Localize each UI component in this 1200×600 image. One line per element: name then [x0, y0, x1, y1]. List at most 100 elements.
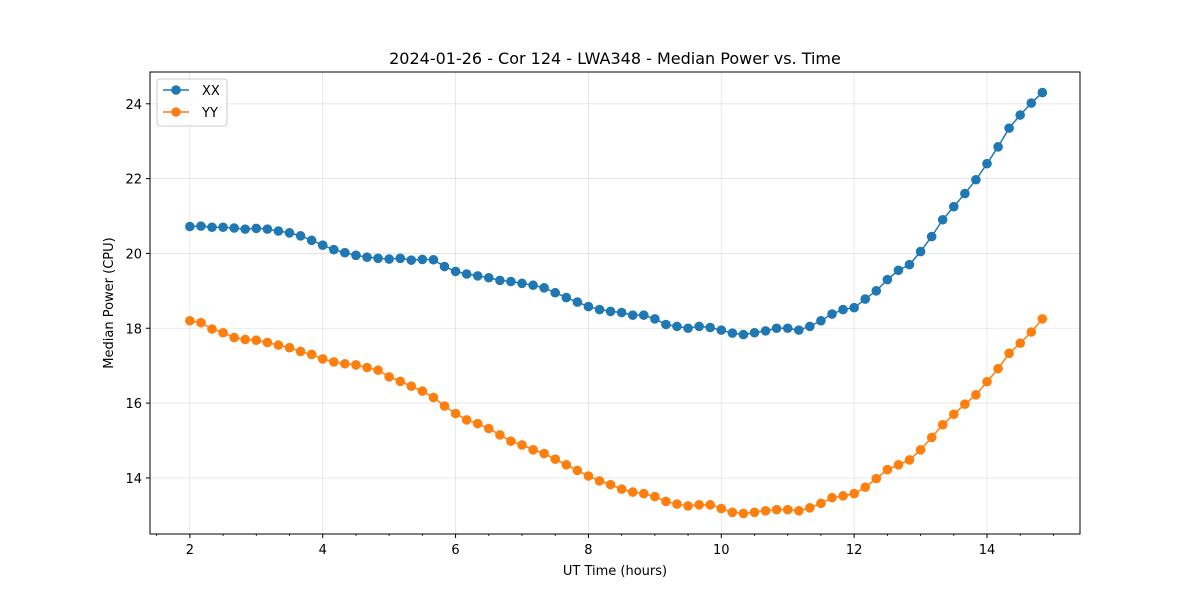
data-point-xx: [450, 266, 461, 277]
data-point-yy: [439, 401, 450, 411]
data-point-xx: [550, 287, 561, 298]
data-point-yy: [882, 464, 893, 475]
data-point-yy: [306, 349, 317, 360]
legend-label-xx: XX: [202, 84, 220, 99]
data-point-yy: [893, 459, 904, 470]
data-point-yy: [627, 487, 638, 497]
series-xx: [185, 87, 1048, 340]
data-point-yy: [738, 508, 749, 519]
data-point-yy: [838, 491, 848, 501]
data-point-xx: [915, 246, 926, 257]
data-point-yy: [340, 358, 350, 369]
data-point-yy: [517, 440, 527, 450]
data-point-xx: [1015, 110, 1026, 120]
series-yy: [185, 314, 1048, 519]
data-point-yy: [528, 445, 538, 455]
data-point-xx: [904, 259, 915, 270]
data-point-xx: [672, 321, 682, 332]
data-point-yy: [373, 365, 383, 375]
data-point-xx: [528, 280, 538, 291]
data-point-yy: [450, 408, 461, 419]
data-point-yy: [594, 476, 605, 486]
x-tick-label: 4: [319, 543, 327, 558]
data-point-yy: [616, 484, 627, 494]
data-point-yy: [915, 445, 926, 455]
data-point-xx: [406, 255, 417, 265]
data-point-xx: [428, 254, 439, 265]
data-point-xx: [727, 328, 738, 338]
data-point-xx: [207, 222, 217, 233]
data-point-xx: [605, 306, 616, 317]
data-point-xx: [893, 265, 904, 276]
data-point-yy: [561, 459, 572, 470]
data-point-xx: [982, 158, 992, 169]
data-point-yy: [362, 362, 372, 373]
data-point-xx: [351, 250, 361, 261]
data-point-xx: [483, 272, 494, 283]
plot-area-frame: [149, 71, 1081, 535]
y-tick-label: 16: [125, 397, 142, 412]
data-point-yy: [605, 479, 616, 490]
data-point-yy: [993, 363, 1003, 374]
data-point-xx: [583, 301, 594, 312]
data-point-xx: [229, 223, 239, 233]
data-point-xx: [926, 231, 937, 242]
data-point-xx: [849, 302, 859, 313]
x-tick-label: 6: [451, 543, 459, 558]
data-point-xx: [882, 274, 893, 285]
data-point-xx: [362, 252, 372, 262]
data-point-yy: [395, 376, 406, 387]
data-point-yy: [650, 491, 660, 502]
data-point-yy: [904, 455, 915, 465]
data-point-xx: [594, 304, 605, 315]
data-point-xx: [461, 269, 472, 279]
data-point-xx: [196, 221, 206, 231]
data-point-xx: [284, 228, 295, 238]
data-point-xx: [306, 235, 317, 246]
data-point-xx: [218, 222, 228, 233]
data-point-yy: [683, 501, 693, 511]
data-point-xx: [627, 310, 638, 320]
data-point-yy: [871, 473, 882, 484]
data-point-yy: [185, 315, 195, 326]
data-point-xx: [993, 142, 1003, 152]
data-point-xx: [661, 319, 671, 330]
data-point-yy: [771, 504, 782, 515]
legend-label-yy: YY: [201, 106, 218, 121]
data-point-xx: [1026, 98, 1037, 108]
data-point-xx: [694, 321, 704, 332]
data-point-xx: [506, 276, 516, 287]
data-point-xx: [262, 224, 273, 234]
data-point-yy: [827, 492, 837, 503]
data-point-xx: [251, 223, 262, 234]
data-point-xx: [417, 254, 428, 265]
data-point-yy: [384, 372, 394, 382]
data-point-xx: [572, 297, 583, 307]
data-point-xx: [805, 321, 815, 332]
data-point-xx: [838, 304, 848, 315]
data-point-yy: [317, 354, 328, 364]
data-point-yy: [727, 507, 738, 518]
data-point-yy: [1004, 348, 1014, 359]
data-point-xx: [971, 174, 981, 185]
data-point-yy: [672, 499, 682, 509]
data-point-yy: [207, 324, 217, 334]
data-point-yy: [461, 415, 472, 425]
data-point-xx: [716, 325, 727, 335]
data-point-yy: [749, 507, 760, 518]
data-point-yy: [506, 436, 516, 447]
legend: XX YY: [156, 78, 228, 127]
data-point-yy: [960, 399, 970, 409]
data-point-xx: [616, 307, 627, 318]
data-point-yy: [971, 390, 981, 400]
y-tick-label: 22: [125, 173, 142, 188]
data-point-yy: [948, 409, 959, 420]
data-point-yy: [572, 465, 583, 476]
data-point-xx: [517, 278, 527, 289]
chart-title: 2024-01-26 - Cor 124 - LWA348 - Median P…: [389, 49, 841, 68]
data-point-yy: [406, 381, 417, 392]
data-point-xx: [860, 294, 871, 304]
x-tick-label: 8: [584, 543, 592, 558]
